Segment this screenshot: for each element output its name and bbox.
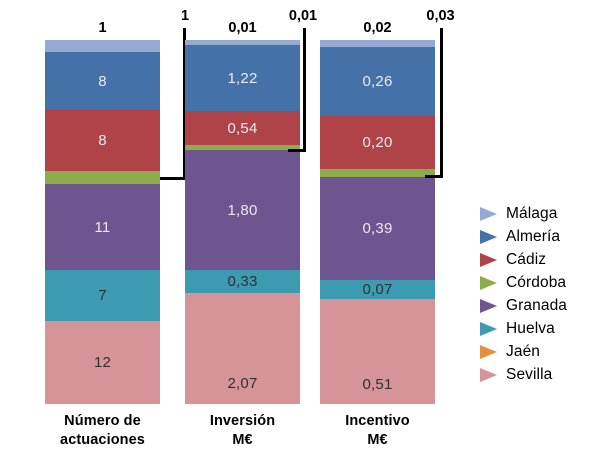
callout-cordoba-bar3: 0,03	[425, 8, 475, 182]
bar-stack: 0,26 0,20 0,39 0,07 0,51	[320, 40, 435, 404]
callout-line	[183, 28, 186, 180]
segment-huelva[interactable]: 0,33	[185, 270, 300, 293]
legend-label: Cádiz	[506, 250, 547, 268]
bar-stack: 1,22 0,54 1,80 0,33 2,07	[185, 40, 300, 404]
callout-tick	[160, 177, 186, 180]
triangle-marker-icon	[478, 318, 500, 340]
callout-cordoba-bar2: 0,01	[288, 8, 340, 154]
legend-item-cordoba[interactable]: Córdoba	[478, 271, 567, 294]
segment-granada[interactable]: 0,39	[320, 177, 435, 280]
segment-granada[interactable]: 1,80	[185, 150, 300, 270]
callout-tick	[288, 149, 306, 152]
bar-group-inversion: 1,22 0,54 1,80 0,33 2,07	[185, 40, 300, 404]
segment-value-label: 7	[98, 287, 107, 304]
callout-line	[440, 28, 443, 178]
segment-sevilla[interactable]: 2,07	[185, 293, 300, 404]
segment-cadiz[interactable]: 8	[45, 110, 160, 171]
triangle-marker-icon	[478, 249, 500, 271]
callout-value-label: 0,01	[288, 8, 318, 24]
bar-stack: 8 8 11 7 12	[45, 40, 160, 404]
legend-label: Córdoba	[506, 273, 567, 291]
triangle-marker-icon	[478, 203, 500, 225]
callout-cordoba-bar1: 1	[160, 8, 200, 182]
category-label-line1: Número de	[64, 413, 141, 429]
segment-value-label: 1,22	[227, 69, 258, 87]
triangle-marker-icon	[478, 341, 500, 363]
segment-almeria[interactable]: 0,26	[320, 47, 435, 116]
category-label-line2: actuaciones	[60, 431, 145, 448]
segment-value-label: 0,07	[362, 281, 393, 298]
segment-value-label: 0,54	[227, 119, 258, 137]
segment-malaga[interactable]	[45, 40, 160, 52]
segment-cordoba[interactable]	[45, 171, 160, 184]
segment-malaga[interactable]	[320, 40, 435, 47]
legend-item-almeria[interactable]: Almería	[478, 225, 567, 248]
legend-label: Málaga	[506, 204, 558, 222]
legend-label: Sevilla	[506, 365, 553, 383]
legend-item-jaen[interactable]: Jaén	[478, 340, 567, 363]
legend-label: Granada	[506, 296, 568, 314]
top-value-label-malaga-bar1: 1	[98, 20, 107, 36]
bar-group-numero-actuaciones: 8 8 11 7 12	[45, 40, 160, 404]
segment-cordoba[interactable]	[185, 145, 300, 150]
segment-value-label: 0,33	[227, 273, 258, 290]
callout-value-label: 1	[180, 8, 190, 24]
segment-huelva[interactable]: 0,07	[320, 280, 435, 299]
segment-almeria[interactable]: 1,22	[185, 45, 300, 111]
legend-item-sevilla[interactable]: Sevilla	[478, 363, 567, 386]
legend-label: Huelva	[506, 319, 555, 337]
segment-granada[interactable]: 11	[45, 184, 160, 270]
segment-value-label: 8	[98, 72, 107, 90]
top-value-label-malaga-bar3: 0,02	[363, 20, 392, 36]
legend: Málaga Almería Cádiz Córdoba Granada	[478, 202, 567, 386]
segment-value-label: 0,20	[362, 134, 393, 151]
category-label-line2: M€	[367, 431, 388, 448]
legend-item-granada[interactable]: Granada	[478, 294, 567, 317]
segment-value-label: 11	[94, 218, 111, 236]
segment-huelva[interactable]: 7	[45, 270, 160, 321]
segment-cadiz[interactable]: 0,54	[185, 111, 300, 145]
category-label-line2: M€	[232, 431, 253, 448]
triangle-marker-icon	[478, 295, 500, 317]
category-label-inversion: Inversión M€	[180, 412, 305, 449]
bar-group-incentivo: 0,26 0,20 0,39 0,07 0,51	[320, 40, 435, 404]
category-label-line1: Incentivo	[345, 413, 410, 429]
segment-almeria[interactable]: 8	[45, 52, 160, 110]
legend-item-cadiz[interactable]: Cádiz	[478, 248, 567, 271]
segment-value-label: 0,51	[362, 376, 393, 393]
top-value-label-malaga-bar2: 0,01	[228, 20, 257, 36]
category-label-numero-actuaciones: Número de actuaciones	[30, 412, 175, 449]
category-label-incentivo: Incentivo M€	[315, 412, 440, 449]
legend-item-huelva[interactable]: Huelva	[478, 317, 567, 340]
segment-cadiz[interactable]: 0,20	[320, 116, 435, 169]
segment-value-label: 0,26	[362, 73, 393, 90]
segment-sevilla[interactable]: 0,51	[320, 299, 435, 404]
callout-tick	[425, 175, 443, 178]
category-label-line1: Inversión	[209, 413, 276, 429]
segment-sevilla[interactable]: 12	[45, 321, 160, 404]
segment-cordoba[interactable]	[320, 169, 435, 177]
legend-label: Jaén	[506, 342, 541, 360]
segment-value-label: 12	[93, 354, 112, 371]
segment-value-label: 1,80	[227, 201, 258, 219]
segment-value-label: 8	[98, 132, 107, 149]
triangle-marker-icon	[478, 226, 500, 248]
callout-line	[303, 28, 306, 152]
triangle-marker-icon	[478, 364, 500, 386]
legend-item-malaga[interactable]: Málaga	[478, 202, 567, 225]
segment-value-label: 2,07	[227, 375, 258, 392]
legend-label: Almería	[506, 227, 561, 245]
segment-malaga[interactable]	[185, 40, 300, 45]
segment-value-label: 0,39	[362, 220, 393, 237]
callout-value-label: 0,03	[426, 8, 455, 24]
triangle-marker-icon	[478, 272, 500, 294]
